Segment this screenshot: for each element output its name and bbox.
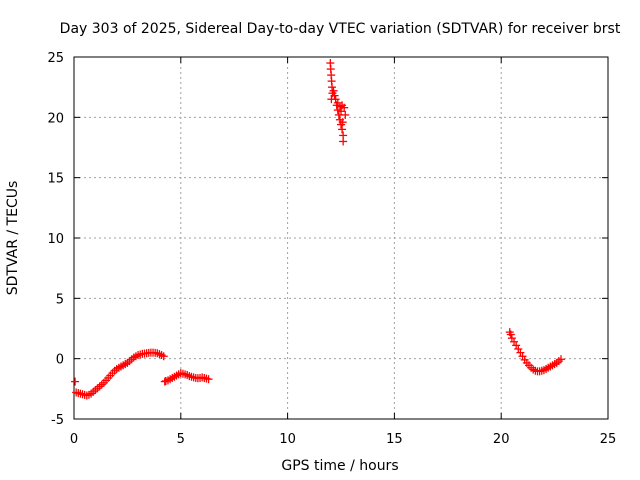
grid-layer [74,57,608,419]
data-layer [71,59,566,400]
x-tick-label: 10 [279,432,296,447]
data-point [512,341,521,350]
data-point [204,375,213,384]
data-point [516,348,525,357]
x-tick-label: 5 [177,432,185,447]
data-point [514,345,523,354]
data-point [329,86,338,95]
y-tick-label: 15 [47,172,64,187]
tick-layer: 0 5 10 15 20 25 -5 0 5 10 15 20 25 [47,51,616,447]
data-point [507,334,516,343]
data-point [330,91,339,100]
data-point [93,384,102,393]
y-tick-label: 25 [47,51,64,66]
data-point [95,382,104,391]
chart-title: Day 303 of 2025, Sidereal Day-to-day VTE… [60,21,621,37]
y-tick-label: 20 [47,111,64,126]
x-tick-label: 0 [70,432,78,447]
data-point [506,330,515,339]
y-axis-label: SDTVAR / TECUs [5,181,21,296]
data-point [97,380,106,389]
x-axis-label: GPS time / hours [281,458,398,474]
data-point [71,377,80,386]
y-tick-label: 10 [47,232,64,247]
data-point [529,365,538,374]
y-tick-label: -5 [51,413,64,428]
x-tick-label: 25 [600,432,617,447]
data-point [338,125,347,134]
data-point [557,355,566,364]
data-point [341,110,350,119]
y-tick-label: 0 [56,353,64,368]
data-point [91,386,100,395]
data-point [340,103,349,112]
data-point [333,98,342,107]
y-tick-label: 5 [56,292,64,307]
data-point [510,337,519,346]
data-point [339,137,348,146]
data-point [338,118,347,127]
data-point [159,352,168,361]
x-tick-label: 15 [386,432,403,447]
x-tick-label: 20 [493,432,510,447]
data-point [87,389,96,398]
